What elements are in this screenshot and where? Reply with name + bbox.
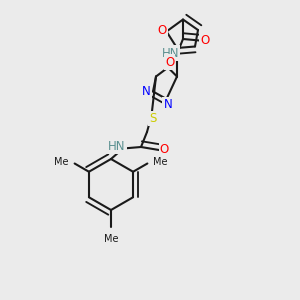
Text: O: O: [165, 56, 174, 69]
Text: Me: Me: [54, 157, 69, 167]
Text: Me: Me: [104, 234, 118, 244]
Text: O: O: [158, 23, 166, 37]
Text: HN: HN: [162, 46, 179, 60]
Text: Me: Me: [153, 157, 168, 167]
Text: N: N: [142, 85, 151, 98]
Text: O: O: [160, 142, 169, 156]
Text: HN: HN: [108, 140, 126, 153]
Text: S: S: [149, 112, 157, 125]
Text: O: O: [200, 34, 209, 47]
Text: N: N: [164, 98, 172, 111]
